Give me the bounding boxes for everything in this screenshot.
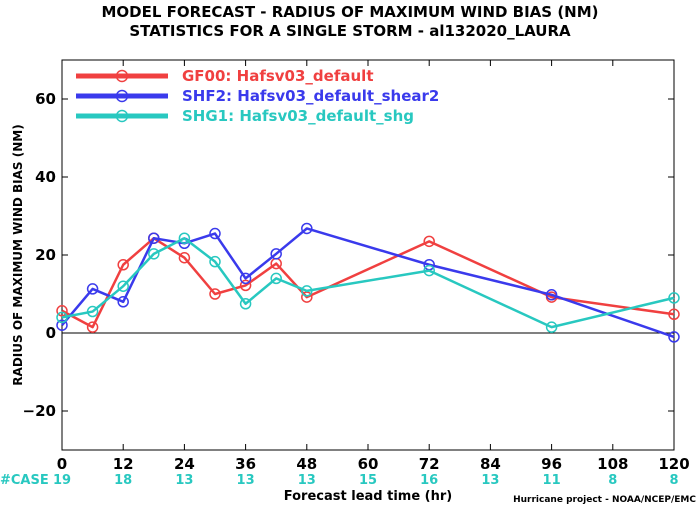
y-tick-label: 20 (35, 246, 56, 264)
legend-entry-1: GF00: Hafsv03_default (76, 67, 373, 85)
series-line (61, 236, 675, 329)
data-point (423, 235, 435, 248)
legend-label: SHG1: Hafsv03_default_shg (182, 107, 414, 125)
legend: GF00: Hafsv03_default SHF2: Hafsv03_defau… (76, 67, 439, 125)
data-point (56, 311, 68, 324)
y-axis: −20 0 20 40 60 (23, 90, 674, 420)
case-counts: #CASE 19 18 13 13 13 15 16 13 11 8 8 (0, 473, 679, 488)
legend-entry-2: SHF2: Hafsv03_default_shear2 (76, 87, 439, 105)
case-count: 13 (175, 473, 193, 488)
legend-marker (115, 89, 129, 103)
x-axis-label: Forecast lead time (hr) (284, 489, 452, 504)
y-tick-label: 60 (35, 90, 56, 108)
chart-subtitle: STATISTICS FOR A SINGLE STORM - al132020… (129, 22, 571, 40)
data-point (86, 321, 99, 333)
case-count: 15 (359, 473, 377, 488)
data-point (209, 227, 221, 240)
y-axis-label: RADIUS OF MAXIMUM WIND BIAS (NM) (11, 124, 25, 385)
data-point (178, 232, 191, 244)
chart-title: MODEL FORECAST - RADIUS OF MAXIMUM WIND … (101, 3, 598, 21)
data-point (148, 248, 160, 260)
x-axis: 0 12 24 36 48 60 72 84 96 108 120 (57, 60, 690, 473)
series-1 (56, 232, 680, 333)
data-point (239, 272, 252, 285)
data-point (423, 264, 435, 277)
case-count: 13 (237, 473, 255, 488)
data-point (86, 283, 99, 295)
x-tick-label: 12 (113, 455, 134, 473)
legend-label: GF00: Hafsv03_default (182, 67, 373, 85)
case-count: 13 (298, 473, 316, 488)
y-tick-label: 40 (35, 168, 56, 186)
x-tick-label: 60 (358, 455, 379, 473)
y-tick-label: −20 (23, 402, 56, 420)
data-point (117, 296, 129, 308)
x-tick-label: 36 (235, 455, 256, 473)
data-point (270, 248, 282, 260)
data-point (668, 308, 680, 321)
data-point (668, 292, 680, 304)
x-tick-label: 0 (57, 455, 67, 473)
legend-marker (115, 69, 129, 83)
data-point (668, 331, 680, 343)
series-2 (56, 222, 680, 343)
x-tick-label: 24 (174, 455, 195, 473)
legend-entry-3: SHG1: Hafsv03_default_shg (76, 107, 414, 125)
case-count: 19 (53, 473, 71, 488)
data-point (86, 305, 99, 318)
x-tick-label: 72 (419, 455, 440, 473)
data-point (239, 298, 252, 310)
data-point (209, 288, 221, 300)
case-count: 18 (114, 473, 132, 488)
legend-marker (115, 109, 129, 123)
data-point (209, 255, 221, 268)
x-tick-label: 48 (296, 455, 317, 473)
data-point (178, 251, 191, 264)
legend-label: SHF2: Hafsv03_default_shear2 (182, 87, 439, 105)
x-tick-label: 96 (541, 455, 562, 473)
series-line (61, 236, 675, 329)
case-count: 16 (420, 473, 438, 488)
case-count: 8 (608, 473, 617, 488)
series-layer (56, 222, 680, 343)
data-point (545, 321, 558, 333)
case-count: 8 (669, 473, 678, 488)
data-point (56, 319, 68, 331)
case-label: #CASE (0, 473, 49, 488)
x-tick-label: 120 (658, 455, 689, 473)
data-point (301, 222, 313, 235)
credit-text: Hurricane project - NOAA/NCEP/EMC (513, 495, 696, 505)
x-tick-label: 84 (480, 455, 501, 473)
case-count: 11 (543, 473, 561, 488)
y-tick-label: 0 (46, 324, 56, 342)
data-point (239, 279, 252, 292)
series-3 (56, 232, 680, 333)
data-point (148, 232, 160, 244)
case-count: 13 (481, 473, 499, 488)
data-point (56, 305, 68, 317)
data-point (117, 259, 129, 271)
data-point (270, 272, 282, 285)
data-point (117, 280, 129, 292)
x-tick-label: 108 (597, 455, 628, 473)
data-point (545, 289, 558, 301)
data-point (301, 285, 313, 297)
